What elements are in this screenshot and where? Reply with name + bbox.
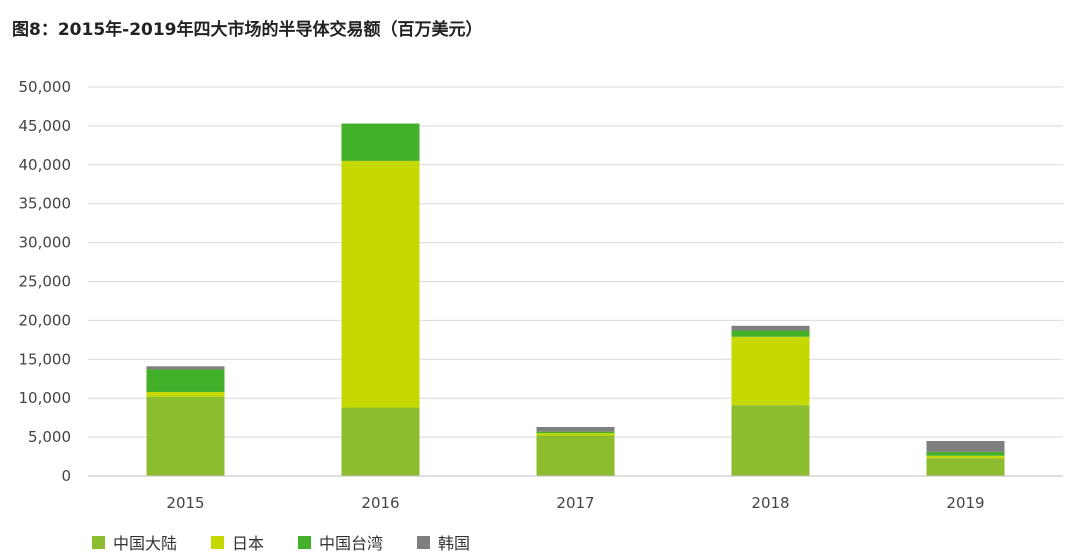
bar-segment (731, 330, 810, 337)
bar-chart: 0 5,000 10,000 15,000 20,000 25,000 30,000 35,0… (19, 78, 1063, 512)
bar-segment (146, 396, 225, 476)
legend-label: 日本 (232, 534, 265, 553)
legend-item: 中国台湾 (298, 530, 383, 554)
y-tick-label: 0 (61, 467, 71, 485)
legend-label: 韩国 (438, 534, 471, 553)
bar-segment (341, 407, 420, 476)
y-tick-label: 25,000 (19, 273, 72, 291)
legend-swatch (211, 535, 225, 549)
y-tick-label: 40,000 (19, 156, 72, 174)
legend-label: 中国台湾 (319, 534, 384, 553)
legend-item: 日本 (211, 530, 264, 554)
bars (146, 123, 1005, 476)
axes: 0 5,000 10,000 15,000 20,000 25,000 30,000 35,0… (19, 78, 1063, 512)
x-tick-label: 2015 (166, 494, 204, 512)
y-tick-label: 50,000 (19, 78, 72, 96)
x-tick-label: 2017 (556, 494, 594, 512)
bar-segment (341, 123, 420, 161)
y-tick-label: 15,000 (19, 350, 72, 368)
y-tick-label: 20,000 (19, 311, 72, 329)
chart-title: 图8：2015年-2019年四大市场的半导体交易额（百万美元） (12, 20, 483, 40)
y-tick-label: 30,000 (19, 234, 72, 252)
bar-segment (926, 451, 1005, 456)
bar-segment (146, 369, 225, 392)
bar-segment (146, 366, 225, 370)
gridlines (88, 86, 1063, 438)
bar-segment (536, 435, 615, 476)
y-tick-label: 5,000 (28, 428, 71, 446)
y-tick-label: 45,000 (19, 117, 72, 135)
x-tick-label: 2018 (751, 494, 789, 512)
bar-segment (926, 440, 1005, 452)
bar-segment (536, 431, 615, 434)
legend-item: 韩国 (417, 530, 470, 554)
y-tick-label: 35,000 (19, 195, 72, 213)
bar-segment (731, 405, 810, 476)
bar-segment (926, 458, 1005, 476)
legend-item: 中国大陆 (92, 530, 177, 554)
y-tick-label: 10,000 (19, 389, 72, 407)
bar-segment (731, 325, 810, 331)
bar-segment (536, 433, 615, 436)
bar-segment (731, 336, 810, 406)
bar-segment (341, 160, 420, 408)
bar-segment (536, 426, 615, 432)
legend-swatch (92, 535, 105, 549)
x-tick-label: 2016 (361, 494, 399, 512)
legend-swatch (298, 535, 312, 549)
x-tick-label: 2019 (946, 494, 984, 512)
bar-segment (146, 391, 225, 397)
legend-swatch (417, 535, 431, 549)
legend: 中国大陆 日本 中国台湾 韩国 (92, 531, 504, 553)
bar-segment (926, 455, 1005, 459)
legend-label: 中国大陆 (113, 534, 178, 553)
